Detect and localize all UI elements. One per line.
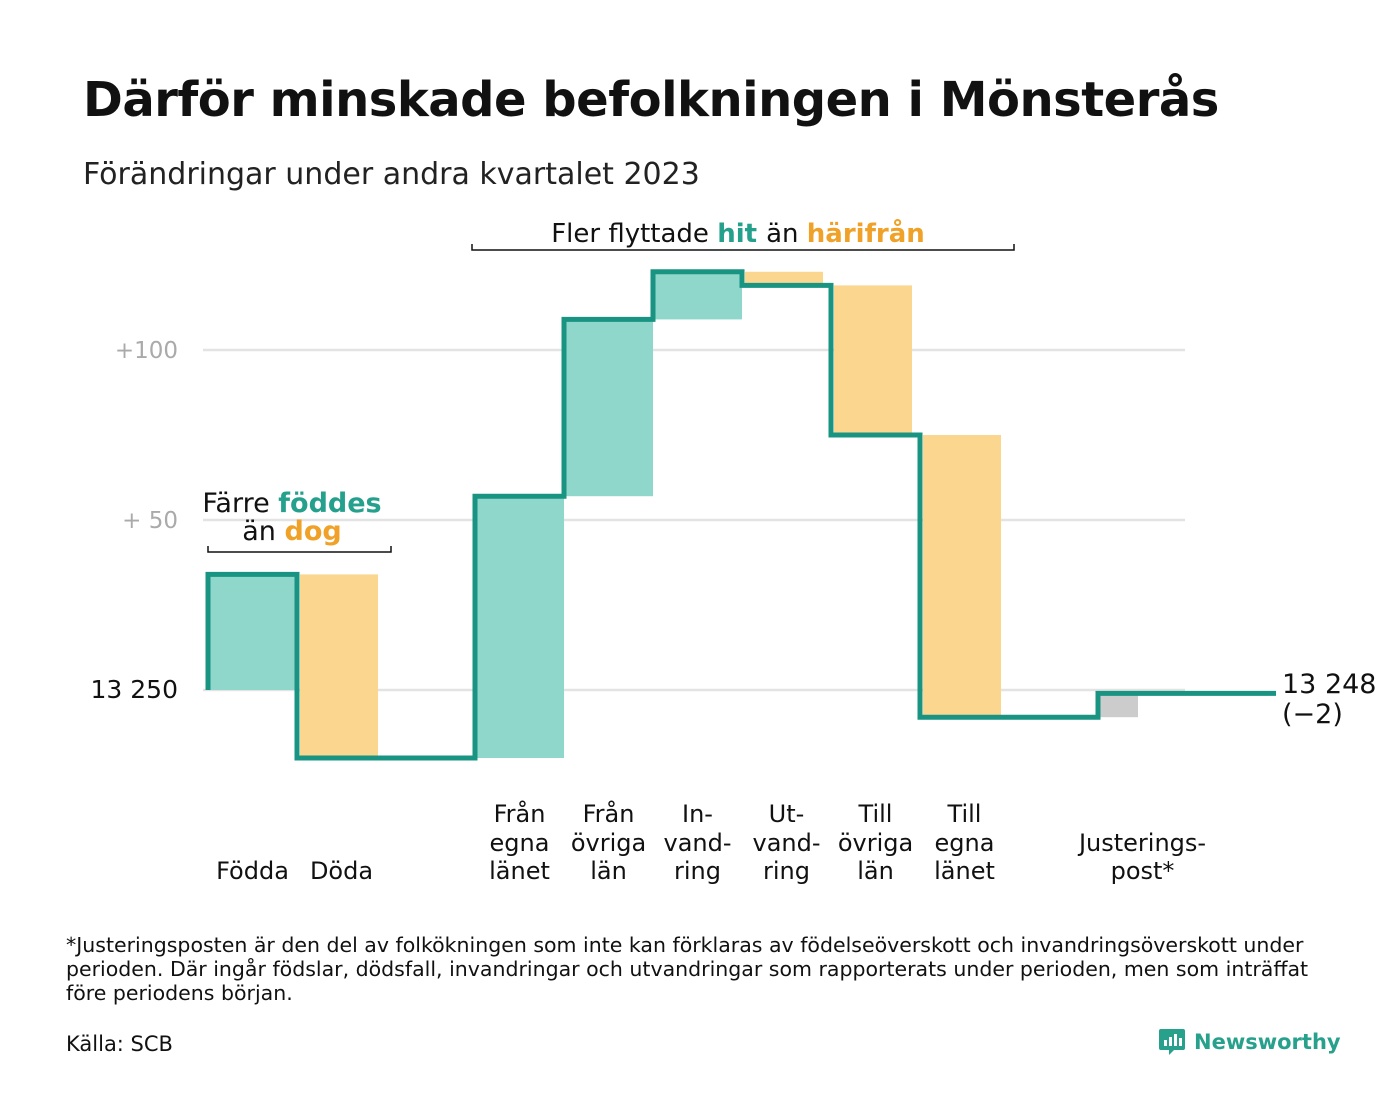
- x-category-label: Justerings-: [1077, 829, 1206, 857]
- x-category-label: länet: [489, 857, 550, 885]
- bar-decrease: [300, 574, 378, 758]
- y-tick-label: +100: [115, 338, 178, 364]
- running-total-line: [205, 269, 1276, 761]
- annotation-moves-bracket: [471, 244, 1015, 251]
- x-category-label: Födda: [216, 857, 289, 885]
- brand: Newsworthy: [1158, 1027, 1341, 1057]
- y-tick-label: + 50: [122, 508, 178, 534]
- x-category-label: In-: [682, 800, 713, 828]
- x-category-label: övriga: [571, 829, 646, 857]
- annotation-births-line2: än dog: [242, 516, 341, 547]
- x-category-label: Från: [583, 799, 635, 828]
- end-change-label: (−2): [1282, 699, 1343, 730]
- x-category-label: Döda: [310, 857, 373, 885]
- newsworthy-logo-icon: [1159, 1029, 1185, 1055]
- x-category-label: egna: [490, 829, 550, 857]
- x-category-label: Till: [858, 800, 893, 828]
- bar-increase: [208, 574, 297, 690]
- x-category-label: ring: [763, 857, 810, 885]
- x-category-label: vand-: [663, 829, 731, 857]
- annotation-moves: Fler flyttade hit än härifrån: [551, 217, 925, 249]
- annotation-births-line1: Färre föddes: [202, 488, 381, 519]
- bar-increase: [564, 319, 653, 497]
- x-category-label: län: [857, 857, 894, 885]
- bar-decrease: [745, 271, 823, 286]
- source-credit: Källa: SCB: [66, 1032, 173, 1056]
- bar-decrease: [834, 285, 912, 435]
- x-category-label: ring: [674, 857, 721, 885]
- bar-decrease: [923, 435, 1001, 718]
- x-category-label: Från: [494, 799, 546, 828]
- x-category-label: vand-: [752, 829, 820, 857]
- bar-increase: [653, 271, 742, 320]
- footnote: *Justeringsposten är den del av folkökni…: [66, 933, 1309, 1005]
- x-category-label: egna: [935, 829, 995, 857]
- chart-title: Därför minskade befolkningen i Mönsterås: [83, 72, 1219, 128]
- x-category-label: Till: [947, 800, 982, 828]
- chart-subtitle: Förändringar under andra kvartalet 2023: [83, 157, 700, 192]
- x-category-label: länet: [934, 857, 995, 885]
- bar-adjustment: [1100, 693, 1138, 718]
- x-category-label: post*: [1111, 857, 1175, 885]
- bar-increase: [475, 496, 564, 758]
- end-value-label: 13 248: [1282, 669, 1376, 700]
- brand-name: Newsworthy: [1194, 1030, 1341, 1054]
- x-category-label: övriga: [838, 829, 913, 857]
- annotation-births-bracket: [207, 546, 392, 553]
- x-category-label: län: [590, 857, 627, 885]
- y-tick-label: 13 250: [91, 675, 178, 704]
- x-category-label: Ut-: [769, 800, 805, 828]
